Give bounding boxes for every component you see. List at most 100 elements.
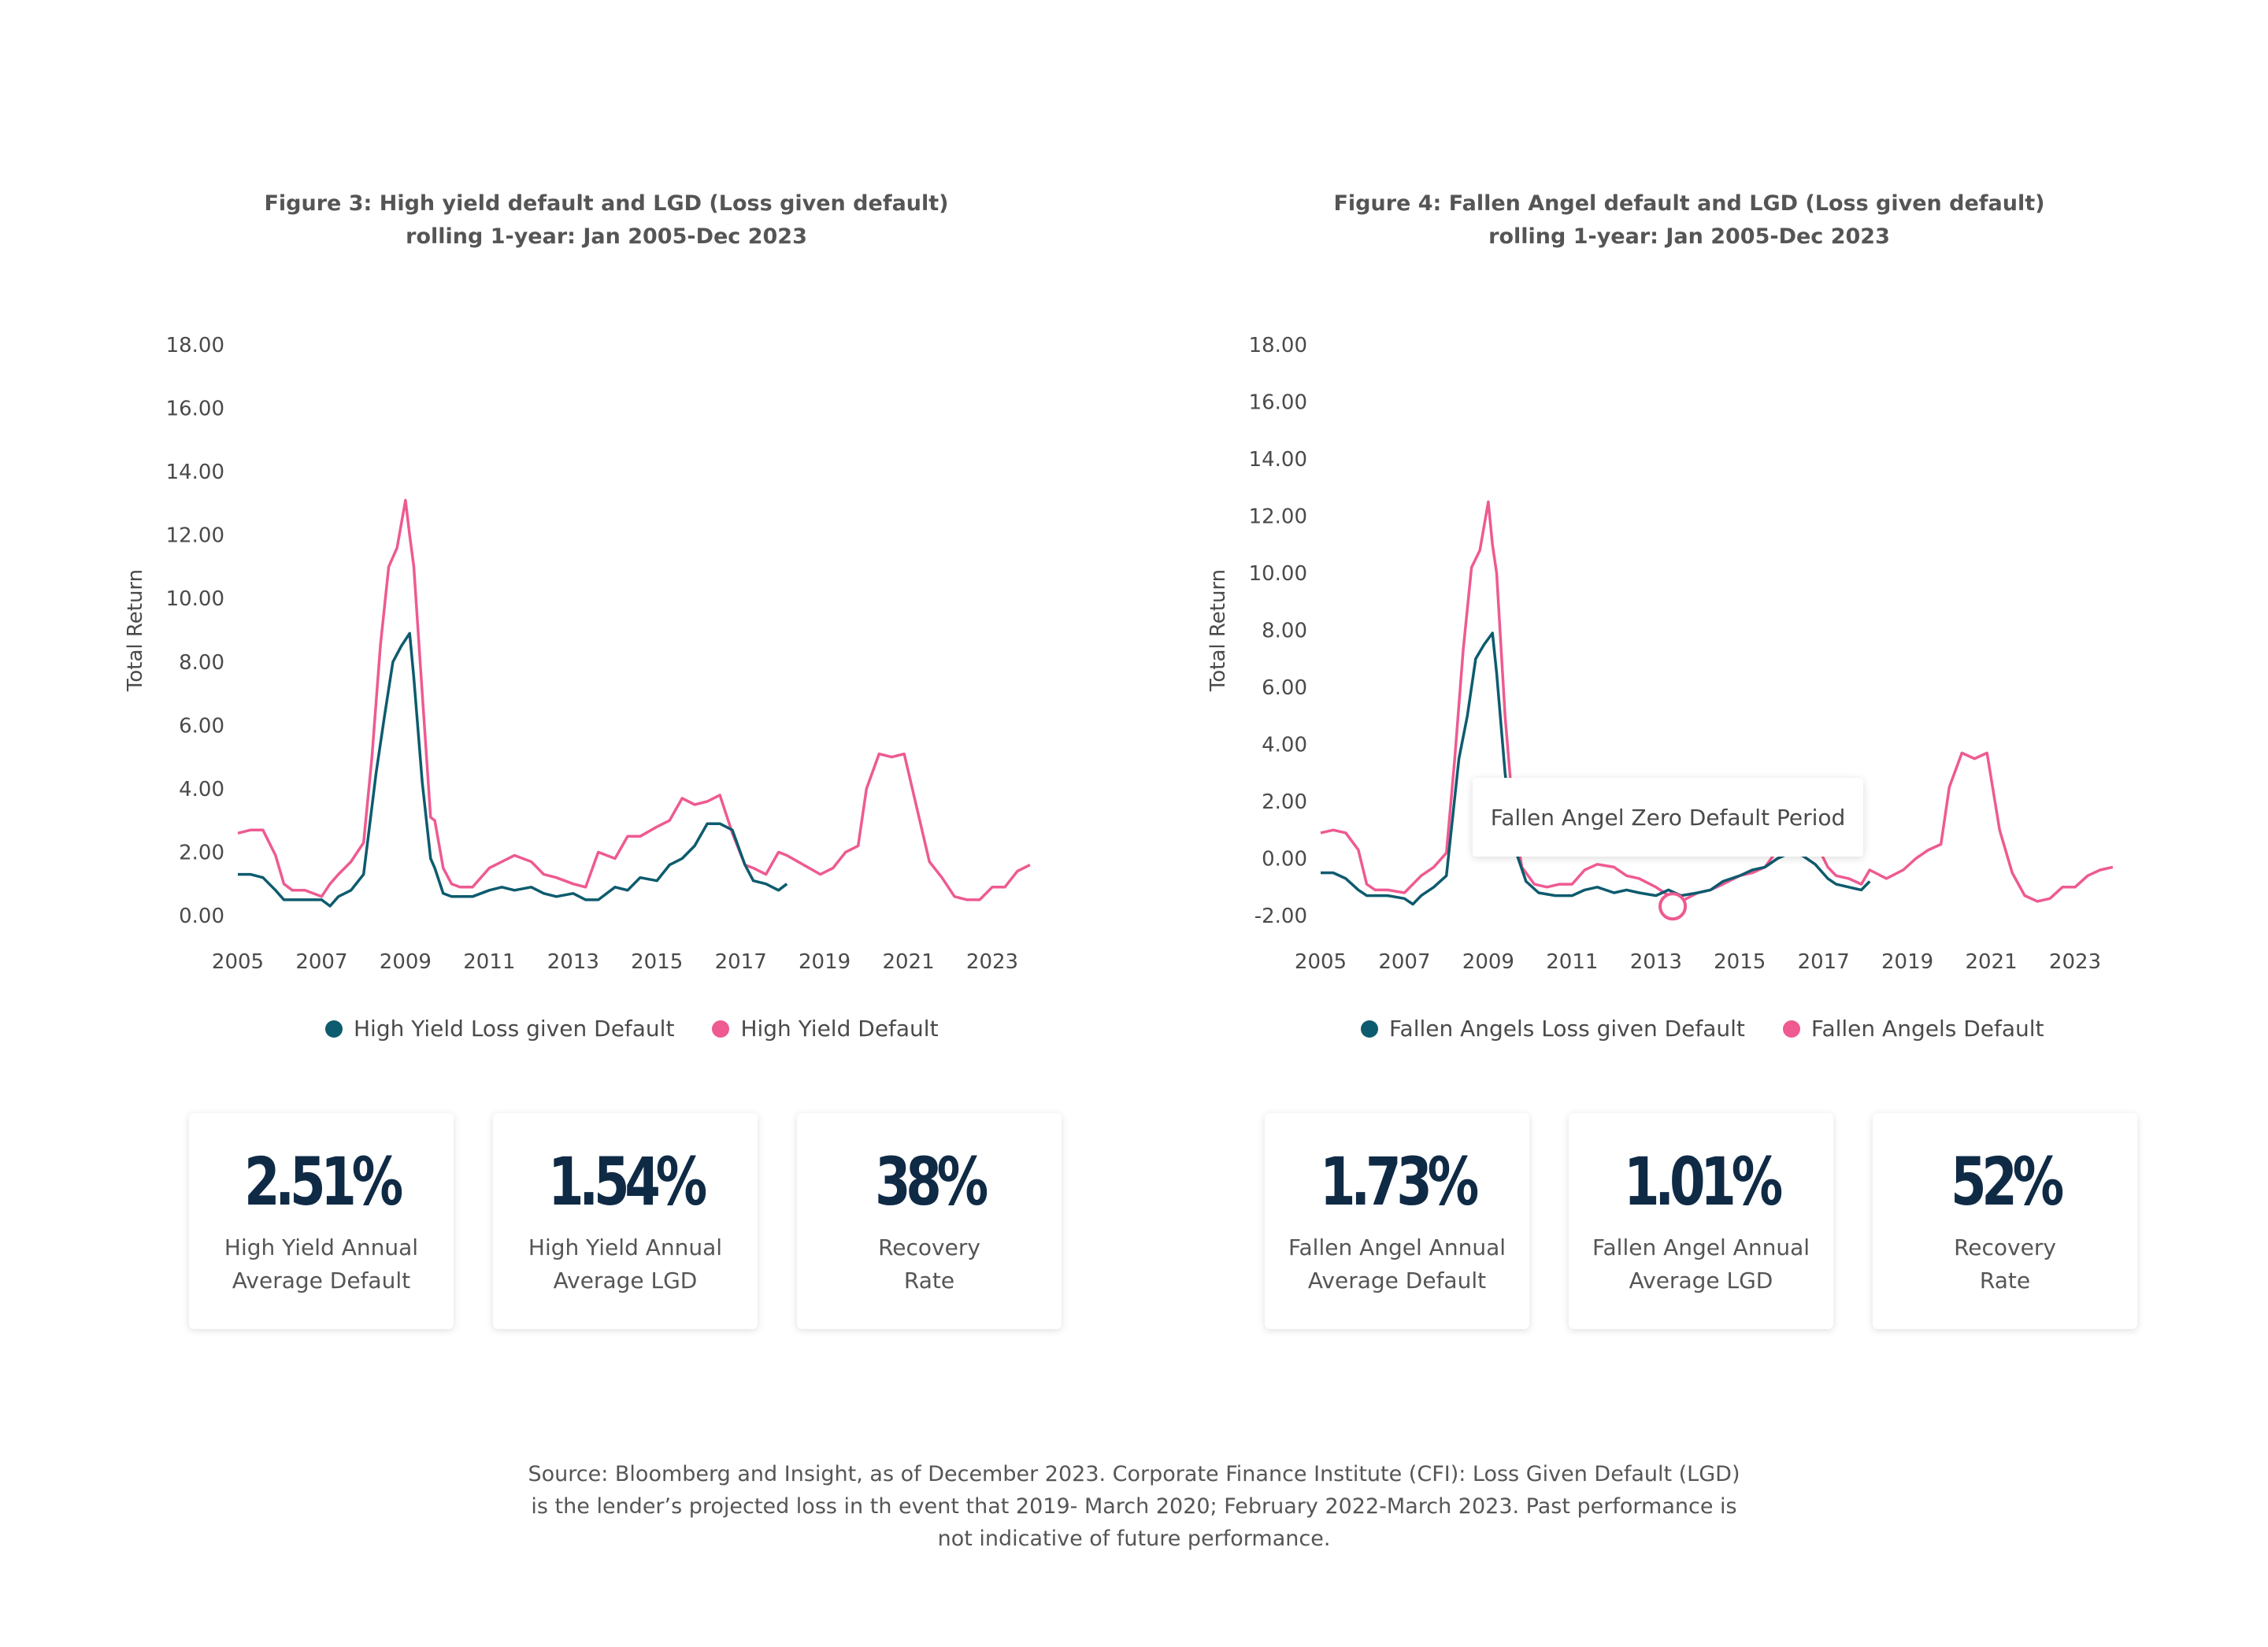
figure-4-title: Figure 4: Fallen Angel default and LGD (…: [1083, 187, 2268, 254]
x-tick-label: 2021: [1965, 950, 2017, 974]
legend-label: High Yield Loss given Default: [354, 1016, 675, 1042]
y-tick-label: 4.00: [179, 778, 224, 801]
legend-dot-icon: [1782, 1020, 1800, 1038]
x-tick-label: 2015: [1714, 950, 1766, 974]
stat-card-fa-default: 1.73% Fallen Angel Annual Average Defaul…: [1265, 1113, 1529, 1329]
figure-4-title-line-1: Figure 4: Fallen Angel default and LGD (…: [1333, 191, 2045, 216]
series-line-default[interactable]: [1320, 500, 2114, 903]
source-line-1: Source: Bloomberg and Insight, as of Dec…: [528, 1462, 1740, 1486]
legend-dot-icon: [712, 1020, 730, 1038]
series-line-default[interactable]: [237, 498, 1031, 901]
y-tick-label: 2.00: [1262, 790, 1307, 814]
y-tick-label: -2.00: [1254, 905, 1307, 928]
stat-card-fa-lgd: 1.01% Fallen Angel Annual Average LGD: [1569, 1113, 1833, 1329]
y-tick-label: 12.00: [1249, 505, 1307, 529]
stat-value: 52%: [1950, 1143, 2064, 1220]
stat-label-line: Average LGD: [553, 1268, 698, 1294]
y-tick-label: 6.00: [1262, 676, 1307, 700]
y-axis-title: Total Return: [1206, 569, 1230, 692]
x-tick-label: 2023: [2049, 950, 2101, 974]
x-tick-label: 2009: [380, 950, 432, 974]
y-tick-label: 18.00: [166, 334, 224, 357]
stat-label: Fallen Angel Annual Average Default: [1265, 1231, 1529, 1297]
zero-default-tooltip: Fallen Angel Zero Default Period: [1473, 778, 1863, 857]
x-tick-label: 2019: [1881, 950, 1933, 974]
stat-label-line: Rate: [1979, 1268, 2031, 1294]
stat-value: 1.01%: [1623, 1143, 1783, 1220]
stat-label: Recovery Rate: [797, 1231, 1062, 1297]
x-tick-label: 2019: [799, 950, 850, 974]
y-axis-title: Total Return: [124, 569, 147, 692]
legend-label: Fallen Angels Default: [1810, 1016, 2044, 1042]
legend-item-hy-lgd[interactable]: High Yield Loss given Default: [325, 1016, 674, 1042]
y-tick-label: 8.00: [179, 651, 224, 675]
legend-label: High Yield Default: [740, 1016, 939, 1042]
stat-card-hy-lgd: 1.54% High Yield Annual Average LGD: [493, 1113, 758, 1329]
stat-label: Recovery Rate: [1873, 1231, 2137, 1297]
legend-dot-icon: [1361, 1020, 1378, 1038]
y-tick-label: 6.00: [179, 714, 224, 738]
stat-label-line: Rate: [903, 1268, 955, 1294]
y-tick-label: 16.00: [1249, 391, 1307, 415]
x-tick-label: 2007: [295, 950, 347, 974]
y-tick-label: 0.00: [179, 905, 224, 928]
source-line-3: not indicative of future performance.: [937, 1527, 1331, 1551]
legend-dot-icon: [325, 1020, 343, 1038]
x-tick-label: 2005: [212, 950, 264, 974]
stat-value: 1.73%: [1319, 1143, 1479, 1220]
figure-3-title-line-1: Figure 3: High yield default and LGD (Lo…: [264, 191, 949, 216]
source-line-2: is the lender’s projected loss in th eve…: [531, 1494, 1737, 1519]
x-tick-label: 2005: [1295, 950, 1347, 974]
stat-label-line: Average Default: [1307, 1268, 1487, 1294]
stat-label-line: Recovery: [878, 1234, 980, 1260]
series-line-lgd[interactable]: [238, 631, 788, 908]
x-tick-label: 2021: [882, 950, 934, 974]
figure-3-chart: 0.00 2.00 4.00 6.00 8.00 10.00 12.00 14.00 16.00…: [124, 334, 1031, 974]
stat-card-hy-recovery: 38% Recovery Rate: [797, 1113, 1062, 1329]
annotation-marker[interactable]: [1658, 892, 1688, 921]
x-tick-label: 2023: [966, 950, 1018, 974]
x-tick-label: 2011: [463, 950, 515, 974]
stat-label-line: Recovery: [1954, 1234, 2056, 1260]
figure-4-legend: Fallen Angels Loss given Default Fallen …: [1361, 1016, 2044, 1042]
stat-card-hy-default: 2.51% High Yield Annual Average Default: [189, 1113, 454, 1329]
stat-label: High Yield Annual Average LGD: [493, 1231, 758, 1297]
legend-item-hy-default[interactable]: High Yield Default: [712, 1016, 939, 1042]
stat-card-fa-recovery: 52% Recovery Rate: [1873, 1113, 2137, 1329]
stat-value: 2.51%: [243, 1143, 403, 1220]
figure-3-title-line-2: rolling 1-year: Jan 2005-Dec 2023: [406, 224, 807, 249]
x-tick-label: 2011: [1546, 950, 1598, 974]
y-tick-label: 0.00: [1262, 848, 1307, 872]
y-tick-label: 8.00: [1262, 620, 1307, 643]
figure-3-legend: High Yield Loss given Default High Yield…: [325, 1016, 939, 1042]
x-tick-label: 2017: [1798, 950, 1850, 974]
legend-item-fa-lgd[interactable]: Fallen Angels Loss given Default: [1361, 1016, 1745, 1042]
y-tick-label: 18.00: [1249, 334, 1307, 357]
x-tick-label: 2013: [547, 950, 599, 974]
stat-value: 1.54%: [547, 1143, 707, 1220]
figure-4-chart: -2.00 0.00 2.00 4.00 6.00 8.00 10.00 12.00 14.00…: [1206, 334, 2114, 974]
stat-label-line: High Yield Annual: [528, 1234, 723, 1260]
y-tick-label: 14.00: [1249, 448, 1307, 472]
figure-3-title: Figure 3: High yield default and LGD (Lo…: [0, 187, 1213, 254]
source-note: Source: Bloomberg and Insight, as of Dec…: [0, 1458, 2268, 1555]
y-tick-label: 4.00: [1262, 734, 1307, 757]
x-tick-label: 2007: [1378, 950, 1430, 974]
stat-label: High Yield Annual Average Default: [189, 1231, 454, 1297]
y-tick-label: 10.00: [166, 587, 224, 611]
x-tick-label: 2015: [631, 950, 683, 974]
x-tick-label: 2013: [1630, 950, 1682, 974]
y-tick-label: 2.00: [179, 841, 224, 864]
legend-item-fa-default[interactable]: Fallen Angels Default: [1782, 1016, 2044, 1042]
y-tick-label: 12.00: [166, 524, 224, 548]
stat-label-line: Fallen Angel Annual: [1592, 1234, 1810, 1260]
y-tick-label: 14.00: [166, 461, 224, 484]
series-line-lgd[interactable]: [1321, 631, 1871, 906]
stat-label: Fallen Angel Annual Average LGD: [1569, 1231, 1833, 1297]
stat-label-line: Average Default: [232, 1268, 411, 1294]
stat-value: 38%: [874, 1143, 988, 1220]
x-tick-label: 2009: [1462, 950, 1514, 974]
stat-label-line: High Yield Annual: [224, 1234, 419, 1260]
y-tick-label: 10.00: [1249, 562, 1307, 586]
legend-label: Fallen Angels Loss given Default: [1389, 1016, 1745, 1042]
